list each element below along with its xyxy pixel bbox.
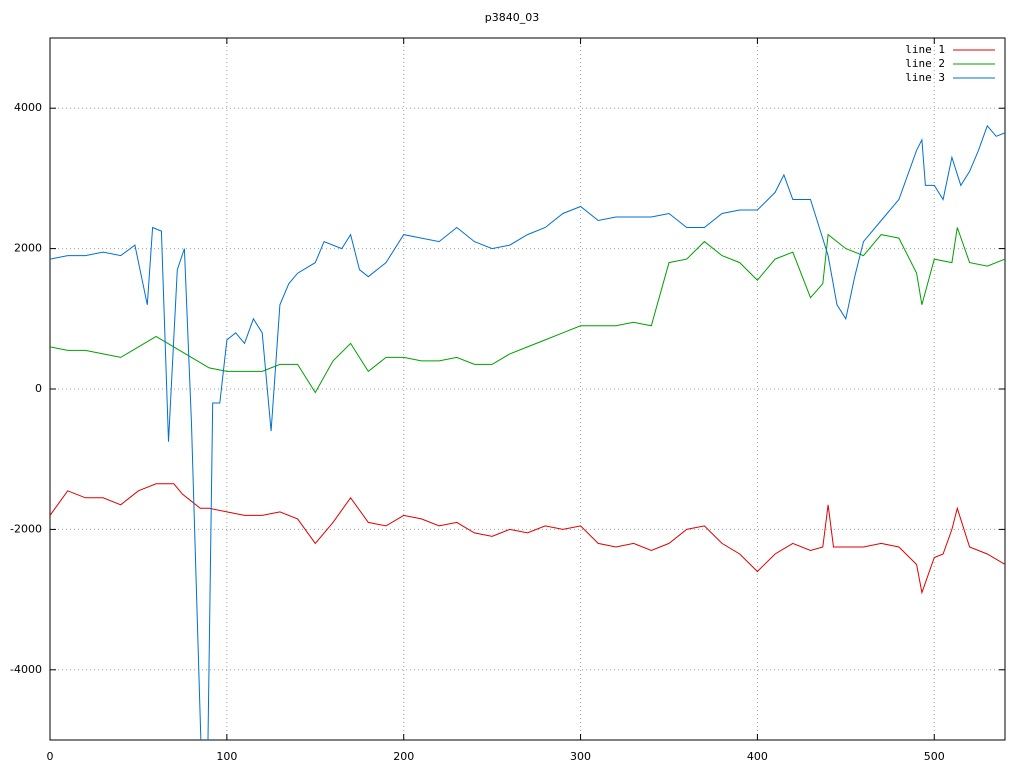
y-tick-label: 0 bbox=[35, 382, 42, 395]
y-tick-label: 4000 bbox=[14, 101, 42, 114]
x-tick-label: 100 bbox=[216, 750, 237, 763]
chart-title: p3840_03 bbox=[485, 11, 539, 24]
x-tick-label: 400 bbox=[747, 750, 768, 763]
plot-area bbox=[50, 124, 1005, 740]
x-tick-label: 500 bbox=[924, 750, 945, 763]
y-tick-label: -4000 bbox=[10, 663, 42, 676]
x-tick-label: 300 bbox=[570, 750, 591, 763]
series-line bbox=[50, 124, 1005, 740]
legend-label: line 3 bbox=[905, 71, 945, 84]
x-tick-label: 0 bbox=[47, 750, 54, 763]
series-line bbox=[50, 227, 1005, 394]
x-tick-label: 200 bbox=[393, 750, 414, 763]
legend-label: line 2 bbox=[905, 57, 945, 70]
y-tick-label: -2000 bbox=[10, 522, 42, 535]
legend-label: line 1 bbox=[905, 43, 945, 56]
series-line bbox=[50, 483, 1005, 595]
y-tick-label: 2000 bbox=[14, 242, 42, 255]
plot-frame bbox=[49, 37, 1006, 741]
